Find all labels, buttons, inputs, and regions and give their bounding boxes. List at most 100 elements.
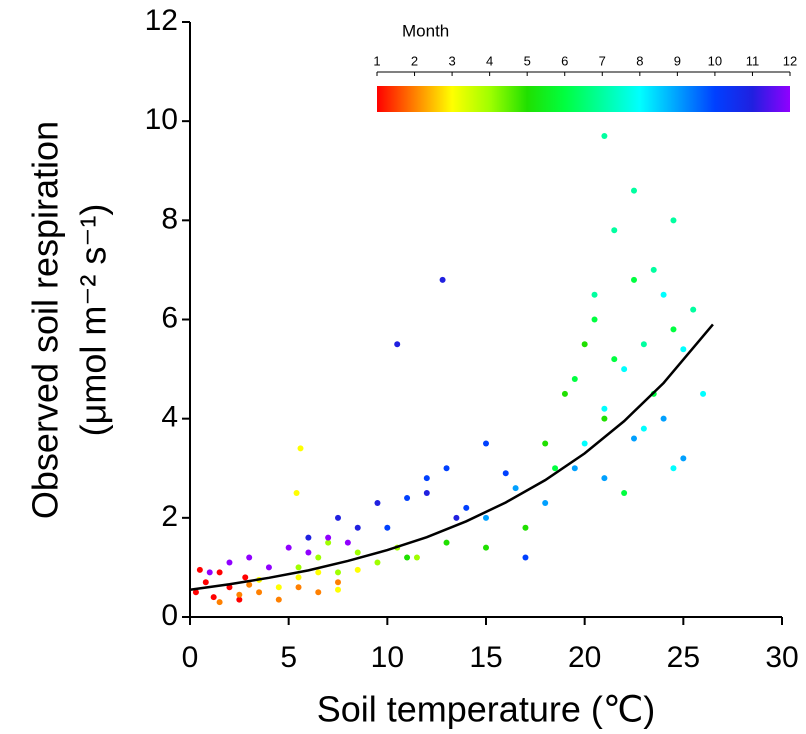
x-tick-label: 25 [667,641,700,674]
scatter-point [660,415,667,422]
scatter-point [354,549,361,556]
colorbar-tick-label: 3 [448,53,455,68]
scatter-point [295,574,302,581]
scatter-point [354,524,361,531]
scatter-point [621,366,628,373]
scatter-point [216,599,223,606]
scatter-point [285,544,292,551]
scatter-point [660,291,667,298]
scatter-point [670,465,677,472]
scatter-point [335,579,341,586]
scatter-point [246,554,253,561]
x-tick-label: 10 [371,641,404,674]
scatter-point [335,514,341,521]
scatter-point [650,266,657,273]
scatter-point [680,346,687,353]
scatter-point [670,326,677,333]
scatter-point [374,559,381,566]
scatter-point [236,591,243,598]
colorbar-tick-label: 2 [411,53,418,68]
scatter-point [483,440,489,447]
scatter-point [621,490,628,497]
scatter-point [601,415,608,422]
colorbar-tick-label: 9 [674,53,681,68]
x-tick-label: 15 [469,641,502,674]
y-tick-label: 10 [145,103,178,136]
scatter-point [192,589,199,596]
scatter-point [423,475,430,482]
scatter-point [295,584,302,591]
y-axis-unit: (μmol m⁻² s⁻¹) [73,204,114,437]
scatter-point [305,549,312,556]
scatter-point [640,425,647,432]
scatter-point [611,356,618,363]
scatter-point [216,569,223,576]
scatter-point [315,589,322,596]
y-tick-label: 2 [161,500,178,533]
x-tick-label: 20 [568,641,601,674]
x-tick-label: 5 [280,641,297,674]
scatter-point [680,455,687,462]
colorbar-tick-label: 12 [783,53,797,68]
scatter-point [354,566,361,573]
scatter-point [297,445,304,452]
scatter-point [256,589,263,596]
scatter-point [202,579,209,586]
scatter-point [453,514,460,521]
scatter-point [206,569,213,576]
scatter-point [601,475,608,482]
scatter-point [384,524,391,531]
scatter-point [404,554,411,561]
x-tick-label: 30 [765,641,798,674]
colorbar-title: Month [402,21,449,40]
scatter-point [423,490,430,497]
scatter-point [700,390,707,397]
scatter-point [325,539,332,546]
scatter-point [404,495,411,501]
scatter-point [196,566,203,573]
colorbar-tick-label: 6 [561,53,568,68]
y-tick-label: 12 [145,4,178,37]
scatter-point [483,544,489,551]
scatter-point [374,499,381,506]
scatter-point [394,341,401,348]
scatter-point [335,586,341,593]
scatter-point [631,187,637,194]
scatter-point [522,554,529,561]
scatter-point [413,554,420,561]
x-tick-label: 0 [182,641,199,674]
scatter-point [591,316,598,323]
scatter-point [611,227,618,234]
y-tick-label: 6 [161,301,178,334]
scatter-point [325,534,332,541]
colorbar-tick-label: 11 [746,53,760,68]
y-tick-label: 8 [161,202,178,235]
scatter-point [293,490,300,497]
scatter-point [236,596,243,603]
fit-curve [189,323,714,591]
scatter-point [581,341,588,348]
scatter-point [670,217,677,224]
colorbar-tick-label: 8 [636,53,643,68]
scatter-point [591,291,598,298]
x-axis-label: Soil temperature (℃) [317,689,656,730]
scatter-point [439,276,446,283]
scatter-point [690,306,697,313]
scatter-point [315,569,322,576]
colorbar-tick-label: 10 [708,53,722,68]
scatter-point [542,440,549,447]
y-axis-label: Observed soil respiration [25,121,66,519]
scatter-point [571,465,578,472]
scatter-point [463,504,470,511]
scatter-point [246,581,253,588]
colorbar-tick-label: 1 [373,53,380,68]
scatter-point [631,435,637,442]
scatter-point [210,594,217,601]
scatter-point [522,524,529,531]
scatter-point [542,499,549,506]
scatter-point [512,485,519,492]
colorbar-tick-label: 7 [599,53,606,68]
scatter-point [265,564,272,571]
scatter-point [443,465,450,472]
